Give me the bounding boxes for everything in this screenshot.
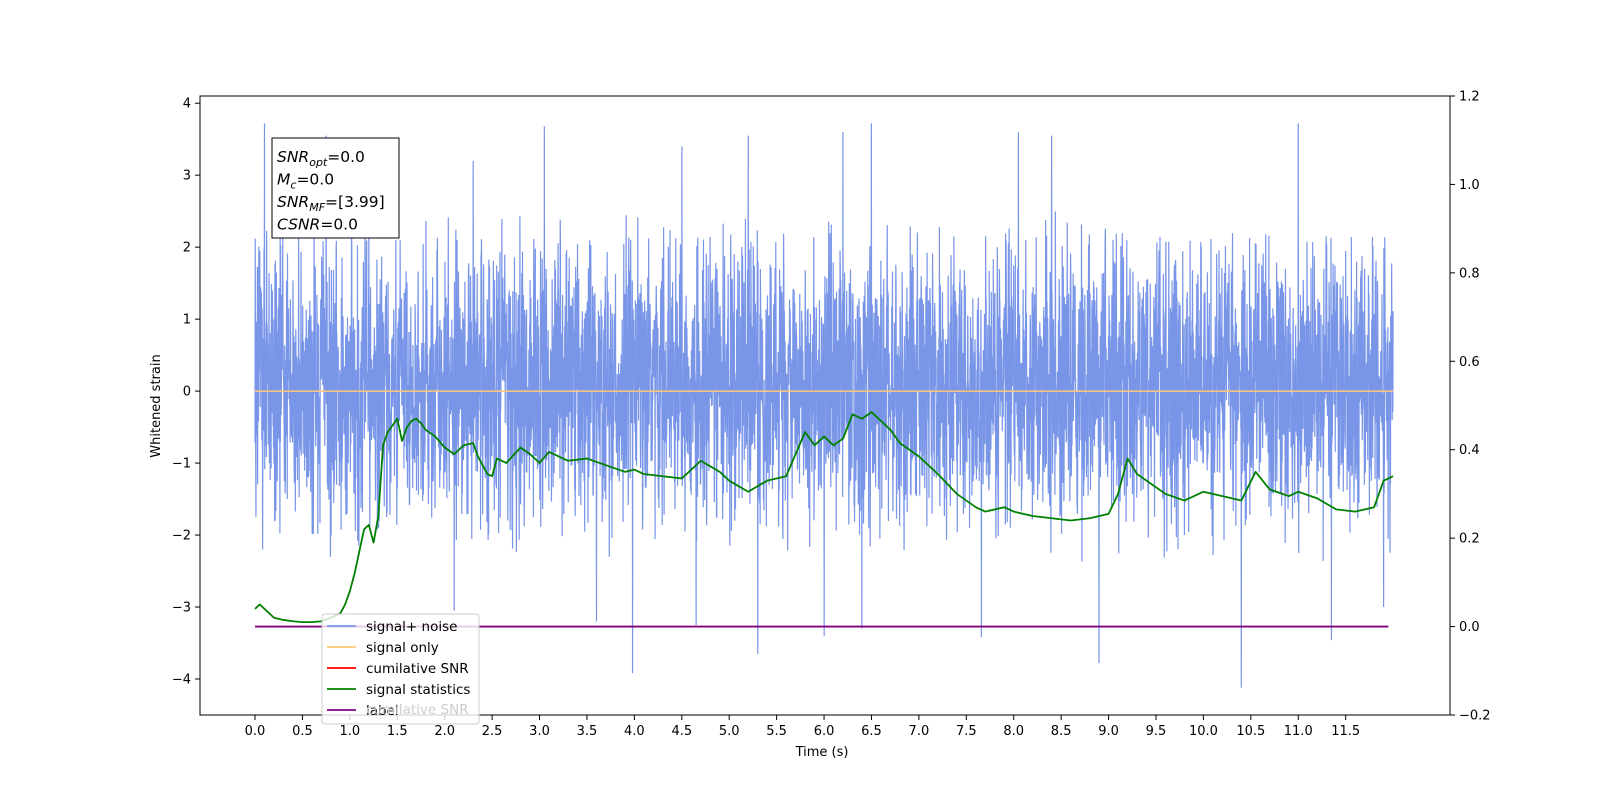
y-tick-label: 2 bbox=[183, 241, 191, 256]
x-tick-label: 1.0 bbox=[340, 724, 361, 739]
legend-label: signal only bbox=[366, 640, 439, 656]
x-axis-label: Time (s) bbox=[795, 745, 849, 760]
legend-label: label bbox=[366, 703, 399, 719]
x-tick-label: 0.5 bbox=[292, 724, 313, 739]
y2-tick-label: −0.2 bbox=[1459, 709, 1491, 724]
info-box-line: CSNR=0.0 bbox=[277, 216, 358, 234]
x-tick-label: 11.5 bbox=[1331, 724, 1360, 739]
x-axis-ticks: 0.0 0.5 1.0 1.5 2.0 2.5 3.0 3.5 4.0 4.5 5.0 5.5 6.0 6… bbox=[245, 715, 1360, 739]
y-tick-label: 0 bbox=[183, 385, 191, 400]
x-tick-label: 6.5 bbox=[861, 724, 882, 739]
legend: signal+ noise signal only cumilative SNR si… bbox=[321, 613, 480, 725]
x-tick-label: 3.0 bbox=[529, 724, 550, 739]
x-tick-label: 0.0 bbox=[245, 724, 266, 739]
x-tick-label: 4.0 bbox=[624, 724, 645, 739]
x-tick-label: 10.5 bbox=[1236, 724, 1265, 739]
y2-tick-label: 0.6 bbox=[1459, 355, 1480, 370]
hidden-cumulative-snr-label: cumilative SNR bbox=[366, 702, 469, 718]
y2-tick-label: 1.2 bbox=[1459, 90, 1480, 105]
y-tick-label: −2 bbox=[172, 529, 191, 544]
y-tick-label: −3 bbox=[172, 601, 191, 616]
series-signal-noise bbox=[254, 123, 1394, 688]
y2-axis-ticks: 1.2 1.0 0.8 0.6 0.4 0.2 0.0 −0.2 bbox=[1450, 90, 1491, 724]
y2-tick-label: 0.8 bbox=[1459, 266, 1480, 281]
signal-statistics-line bbox=[254, 411, 1394, 624]
x-tick-label: 9.0 bbox=[1098, 724, 1119, 739]
y2-tick-label: 0.0 bbox=[1459, 620, 1480, 635]
y2-tick-label: 0.2 bbox=[1459, 532, 1480, 547]
series-signal-statistics bbox=[254, 411, 1394, 624]
x-tick-label: 7.5 bbox=[956, 724, 977, 739]
x-tick-label: 8.0 bbox=[1003, 724, 1024, 739]
x-tick-label: 7.0 bbox=[909, 724, 930, 739]
legend-frame bbox=[321, 613, 480, 725]
x-tick-label: 5.0 bbox=[719, 724, 740, 739]
legend-label: signal+ noise bbox=[366, 619, 457, 635]
signal-noise-line bbox=[254, 123, 1394, 688]
info-box-frame bbox=[271, 137, 400, 239]
x-tick-label: 6.0 bbox=[814, 724, 835, 739]
x-tick-label: 9.5 bbox=[1146, 724, 1167, 739]
info-box-line: SNRopt=0.0 bbox=[277, 148, 365, 169]
x-tick-label: 2.5 bbox=[482, 724, 503, 739]
x-tick-label: 5.5 bbox=[766, 724, 787, 739]
axes-frame bbox=[199, 95, 1451, 716]
y2-tick-label: 1.0 bbox=[1459, 178, 1480, 193]
info-box-line: SNRMF=[3.99] bbox=[277, 193, 385, 214]
x-tick-label: 10.0 bbox=[1189, 724, 1218, 739]
x-tick-label: 2.0 bbox=[434, 724, 455, 739]
x-tick-label: 3.5 bbox=[577, 724, 598, 739]
x-tick-label: 4.5 bbox=[671, 724, 692, 739]
x-tick-label: 8.5 bbox=[1051, 724, 1072, 739]
legend-label: cumilative SNR bbox=[366, 661, 469, 677]
x-tick-label: 11.0 bbox=[1284, 724, 1313, 739]
y-tick-label: −4 bbox=[172, 673, 191, 688]
y-axis-ticks: 4 3 2 1 0 −1 −2 −3 −4 bbox=[172, 97, 200, 688]
x-tick-label: 1.5 bbox=[387, 724, 408, 739]
legend-label: signal statistics bbox=[366, 682, 470, 698]
info-box-line: Mc=0.0 bbox=[277, 171, 334, 192]
y-tick-label: 3 bbox=[183, 169, 191, 184]
y-tick-label: 4 bbox=[183, 97, 191, 112]
y-tick-label: 1 bbox=[183, 313, 191, 328]
y2-tick-label: 0.4 bbox=[1459, 443, 1480, 458]
y-axis-label: Whitened strain bbox=[149, 354, 164, 457]
y-tick-label: −1 bbox=[172, 457, 191, 472]
